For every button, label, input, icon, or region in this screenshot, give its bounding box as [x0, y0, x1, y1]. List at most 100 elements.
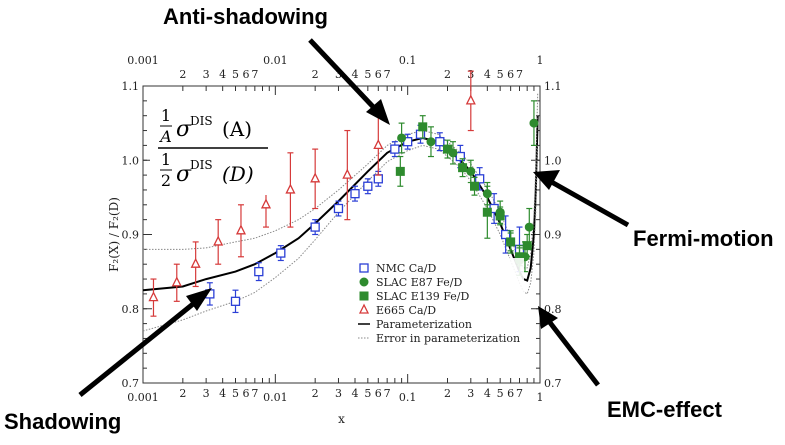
- point-nmc-ca-d: [373, 174, 383, 184]
- x-minor-label-top: 7: [516, 68, 523, 81]
- point-slac-e139-fe-d: [395, 166, 405, 176]
- x-minor-label: 2: [312, 387, 319, 400]
- legend-label-slac-e87-fe-d: SLAC E87 Fe/D: [376, 276, 462, 289]
- y-tick-label-right: 1.1: [544, 80, 562, 93]
- legend-marker-slac-e87-fe-d: [359, 277, 369, 287]
- arrow-fermi-motion: [546, 177, 630, 228]
- x-minor-label: 4: [484, 387, 491, 400]
- x-minor-label-top: 2: [444, 68, 451, 81]
- x-tick-label: 0.1: [399, 391, 417, 404]
- point-nmc-ca-d: [333, 203, 344, 214]
- x-minor-label: 7: [516, 387, 523, 400]
- x-minor-label-top: 4: [219, 68, 226, 81]
- legend-marker-slac-e139-fe-d: [359, 291, 369, 301]
- x-minor-label: 6: [507, 387, 514, 400]
- y-tick-label: 0.9: [122, 229, 140, 242]
- point-e665-ca-d: [171, 276, 182, 287]
- x-tick-label-top: 0.01: [263, 54, 288, 67]
- arrow-shadowing: [78, 298, 200, 397]
- x-minor-label-top: 5: [497, 68, 504, 81]
- x-minor-label-top: 6: [242, 68, 249, 81]
- error-band-curve: [143, 93, 539, 269]
- point-nmc-ca-d: [350, 189, 360, 199]
- point-e665-ca-d: [235, 224, 247, 235]
- x-minor-label: 3: [335, 387, 342, 400]
- point-slac-e139-fe-d: [418, 122, 428, 132]
- point-e665-ca-d: [148, 291, 159, 302]
- legend-label-error-in-parameterization: Error in parameterization: [376, 332, 520, 345]
- x-minor-label: 5: [364, 387, 371, 400]
- y-tick-label: 0.8: [122, 303, 140, 316]
- x-tick-label-top: 0.001: [127, 54, 159, 67]
- point-e665-ca-d: [465, 94, 476, 105]
- point-slac-e87-fe-d: [426, 137, 436, 147]
- point-e665-ca-d: [190, 257, 201, 268]
- x-minor-label: 2: [179, 387, 186, 400]
- point-nmc-ca-d: [475, 174, 485, 184]
- point-nmc-ca-d: [276, 248, 286, 258]
- x-minor-label: 5: [232, 387, 239, 400]
- point-nmc-ca-d: [455, 151, 465, 162]
- point-slac-e139-fe-d: [470, 181, 480, 191]
- formula-num-sup: DIS: [190, 114, 213, 128]
- formula-num-den: A: [158, 127, 172, 146]
- x-minor-label-top: 3: [335, 68, 342, 81]
- x-minor-label-top: 7: [251, 68, 258, 81]
- point-e665-ca-d: [213, 235, 224, 246]
- arrow-emc-effect: [546, 318, 600, 387]
- arrow-anti-shadowing: [308, 38, 380, 114]
- arrow-shadowing-head: [186, 288, 212, 311]
- x-minor-label-top: 6: [507, 68, 514, 81]
- point-nmc-ca-d: [310, 222, 320, 232]
- x-tick-label: 0.001: [127, 391, 159, 404]
- arrow-fermi-motion-head: [533, 170, 560, 190]
- callout-arrows: [78, 38, 630, 397]
- error-band-curve: [142, 144, 539, 332]
- formula-den-arg: (D): [222, 162, 254, 186]
- point-nmc-ca-d: [230, 296, 241, 306]
- y-tick-label-right: 1.0: [544, 154, 562, 167]
- x-minor-label: 6: [375, 387, 382, 400]
- x-minor-label: 7: [384, 387, 391, 400]
- formula: 1 A σ DIS (A) 1 2 σ DIS (D): [150, 95, 275, 195]
- point-nmc-ca-d: [435, 137, 445, 147]
- legend-label-parameterization: Parameterization: [376, 318, 472, 331]
- y-tick-label-right: 0.7: [544, 377, 562, 390]
- formula-background: [150, 95, 275, 195]
- point-e665-ca-d: [285, 183, 296, 194]
- arrow-emc-effect-head: [538, 306, 558, 329]
- x-minor-label: 5: [497, 387, 504, 400]
- point-slac-e87-fe-d: [529, 118, 539, 128]
- x-minor-label: 4: [352, 387, 359, 400]
- x-minor-label-top: 4: [484, 68, 491, 81]
- point-nmc-ca-d: [500, 229, 511, 240]
- y-axis-label: F₂(X) / F₂(D): [107, 197, 121, 272]
- point-slac-e139-fe-d: [443, 144, 453, 154]
- point-e665-ca-d: [373, 138, 384, 150]
- x-minor-label: 3: [203, 387, 210, 400]
- point-slac-e139-fe-d: [482, 207, 492, 217]
- point-slac-e87-fe-d: [397, 133, 407, 143]
- y-tick-label: 1.0: [122, 154, 140, 167]
- x-axis-label: x: [338, 412, 345, 426]
- formula-den-sup: DIS: [190, 158, 213, 172]
- point-slac-e139-fe-d: [458, 163, 468, 173]
- point-e665-ca-d: [260, 198, 272, 209]
- legend-background: [354, 258, 524, 353]
- label-emc-effect: EMC-effect: [607, 397, 723, 422]
- point-nmc-ca-d: [254, 266, 264, 277]
- plot-area: 0.0010.0012233445566770.010.012233445566…: [107, 54, 562, 426]
- point-e665-ca-d: [310, 172, 321, 183]
- point-slac-e87-fe-d: [524, 222, 534, 232]
- x-minor-label-top: 2: [312, 68, 319, 81]
- legend-label-e665-ca-d: E665 Ca/D: [376, 304, 436, 317]
- x-tick-label: 1: [537, 391, 544, 404]
- formula-num-arg: (A): [222, 117, 252, 141]
- formula-num-sigma: σ: [176, 117, 192, 142]
- x-minor-label: 7: [251, 387, 258, 400]
- x-minor-label-top: 5: [232, 68, 239, 81]
- x-minor-label-top: 4: [352, 68, 359, 81]
